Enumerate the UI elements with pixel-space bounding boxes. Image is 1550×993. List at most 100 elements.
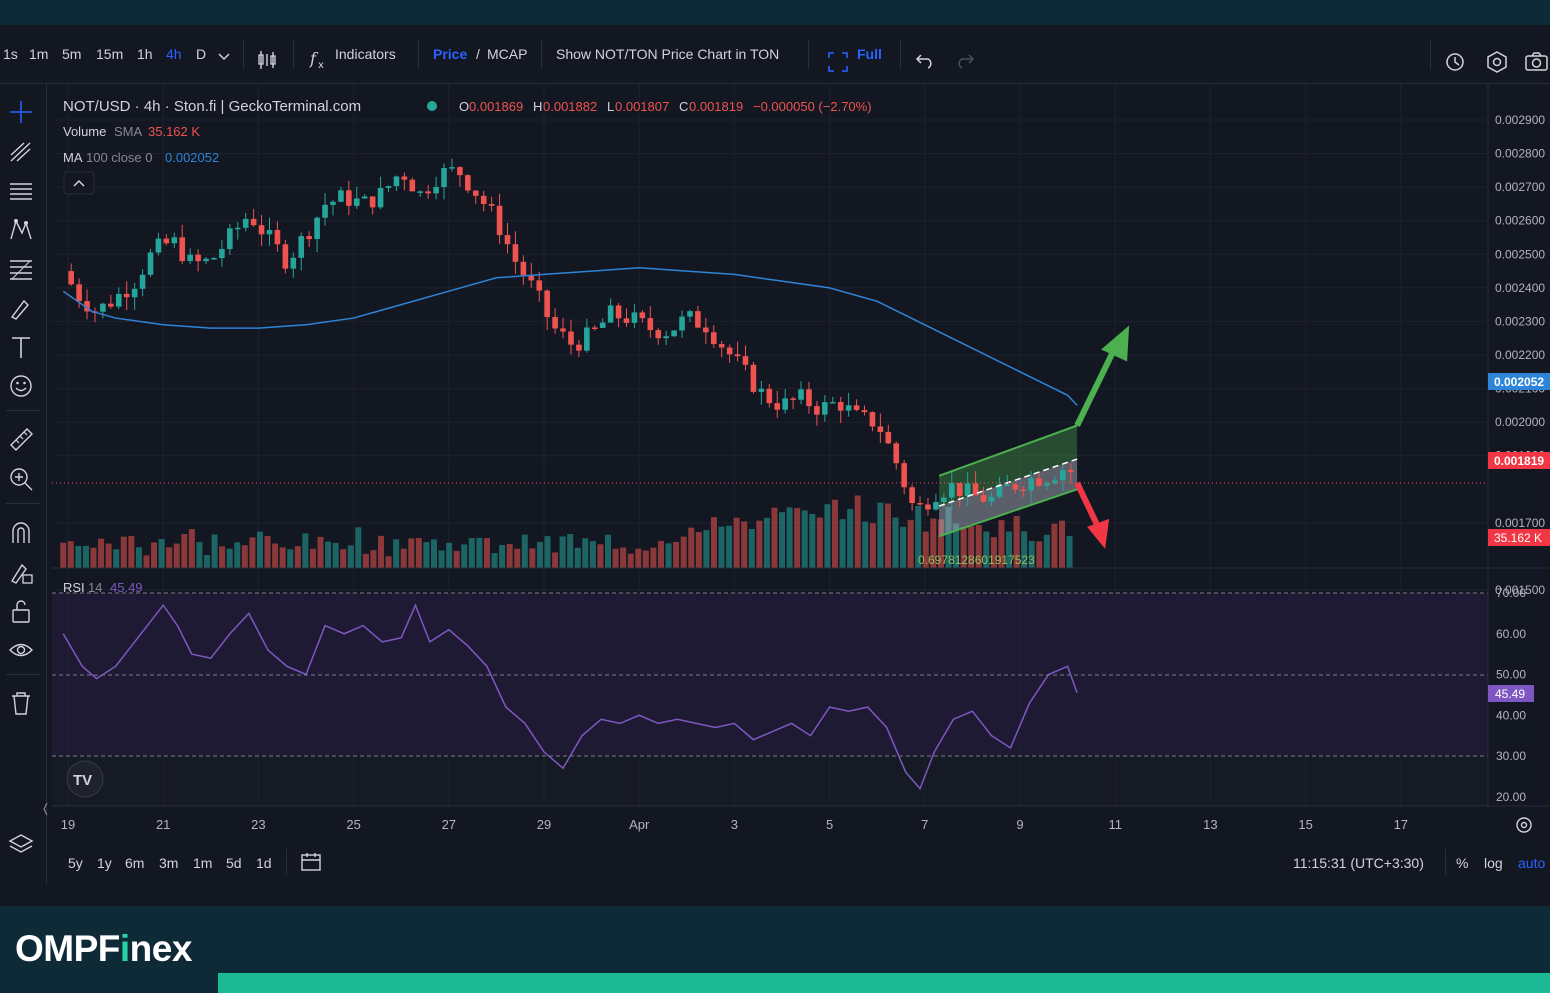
log-toggle[interactable]: log xyxy=(1484,855,1503,871)
tradingview-logo-icon[interactable] xyxy=(66,760,104,798)
range-1y[interactable]: 1y xyxy=(97,855,112,871)
candle-body xyxy=(203,258,209,262)
channel-ratio-label: 0.6978128601917523 xyxy=(918,553,1035,567)
candle-style-icon[interactable] xyxy=(256,49,278,71)
ma-params: 100 close 0 xyxy=(86,150,153,165)
zoom-in-icon[interactable] xyxy=(8,466,34,492)
interval-1s[interactable]: 1s xyxy=(3,46,18,62)
magnet-icon[interactable] xyxy=(8,519,34,545)
price-pane[interactable] xyxy=(52,84,1488,568)
candle-body xyxy=(909,487,915,503)
volume-bar xyxy=(824,504,831,568)
candle-body xyxy=(417,191,424,193)
interval-1h[interactable]: 1h xyxy=(137,46,153,62)
range-1m[interactable]: 1m xyxy=(193,855,213,871)
auto-toggle[interactable]: auto xyxy=(1518,855,1546,871)
channel-fill xyxy=(939,459,1078,537)
ohlc-l-value: 0.001807 xyxy=(615,99,669,114)
candle-body xyxy=(774,403,781,410)
volume-bar xyxy=(506,544,513,568)
ruler-icon[interactable] xyxy=(8,426,34,452)
indicators-button[interactable]: Indicators xyxy=(335,46,396,62)
emoji-icon[interactable] xyxy=(8,373,34,399)
horizontal-lines-icon[interactable] xyxy=(8,178,34,204)
chevron-down-icon[interactable] xyxy=(218,53,230,61)
volume-bar xyxy=(847,508,854,568)
show-ton-price-button[interactable]: Show NOT/TON Price Chart in TON xyxy=(556,46,780,62)
trash-icon[interactable] xyxy=(8,690,34,716)
volume-value: 35.162 K xyxy=(148,124,200,139)
chart-canvas[interactable]: 0.6978128601917523 0.0029000.0028000.002… xyxy=(0,25,1550,840)
percent-toggle[interactable]: % xyxy=(1456,855,1469,871)
price-tick-label: 0.002200 xyxy=(1495,348,1545,362)
footer-accent-bar xyxy=(218,973,1550,993)
candle-body xyxy=(520,261,527,276)
volume-bar xyxy=(1021,531,1028,568)
time-axis-settings-icon[interactable] xyxy=(1516,817,1532,833)
volume-bar xyxy=(113,549,120,568)
volume-bar xyxy=(1036,541,1043,568)
rsi-axis[interactable]: 70.00 60.00 50.00 40.00 30.00 20.00 xyxy=(1496,586,1526,804)
fib-icon[interactable] xyxy=(8,256,34,282)
trendline-icon[interactable] xyxy=(8,139,34,165)
range-5d[interactable]: 5d xyxy=(226,855,242,871)
range-5y[interactable]: 5y xyxy=(68,855,83,871)
volume-bar xyxy=(60,542,67,568)
interval-15m[interactable]: 15m xyxy=(96,46,124,62)
range-6m[interactable]: 6m xyxy=(125,855,145,871)
candle-body xyxy=(504,235,511,245)
brush-icon[interactable] xyxy=(8,295,34,321)
candle-body xyxy=(425,191,431,194)
volume-bar xyxy=(256,531,263,568)
price-toggle[interactable]: Price xyxy=(433,46,468,62)
volume-bar xyxy=(998,520,1005,568)
crosshair-icon[interactable] xyxy=(8,99,34,125)
candle-body xyxy=(1052,480,1058,484)
eye-icon[interactable] xyxy=(8,637,34,663)
volume-bar xyxy=(930,518,937,568)
time-axis[interactable]: 19 21 23 25 27 29 Apr 3 5 7 9 11 13 15 17 xyxy=(61,817,1408,832)
ma-price-badge xyxy=(1488,373,1550,390)
unlock-icon[interactable] xyxy=(8,598,34,624)
full-button[interactable]: Full xyxy=(857,46,882,62)
interval-4h[interactable]: 4h xyxy=(166,46,182,62)
alert-icon[interactable] xyxy=(1445,51,1467,73)
range-3m[interactable]: 3m xyxy=(159,855,179,871)
calendar-icon[interactable] xyxy=(300,851,322,873)
candle-body xyxy=(623,318,630,323)
bottom-divider xyxy=(286,849,287,875)
volume-bar xyxy=(968,526,975,568)
candle-body xyxy=(306,236,312,240)
volume-bar xyxy=(120,536,127,568)
collapse-legend-button[interactable] xyxy=(63,171,95,195)
range-1d[interactable]: 1d xyxy=(256,855,272,871)
candle-body xyxy=(933,502,939,510)
layers-icon[interactable] xyxy=(8,832,34,858)
text-icon[interactable] xyxy=(8,334,34,360)
collapse-toolbar-chevron-icon[interactable] xyxy=(43,802,48,816)
volume-bar xyxy=(378,535,385,568)
interval-1m[interactable]: 1m xyxy=(29,46,49,62)
pattern-icon[interactable] xyxy=(8,217,34,243)
redo-icon[interactable] xyxy=(955,53,975,69)
mcap-toggle[interactable]: MCAP xyxy=(487,46,528,62)
lock-drawings-icon[interactable] xyxy=(8,559,34,585)
rsi-label: RSI xyxy=(63,580,85,595)
interval-D[interactable]: D xyxy=(196,46,207,62)
interval-5m[interactable]: 5m xyxy=(62,46,82,62)
volume-bar xyxy=(665,543,672,568)
time-tick-label: 3 xyxy=(731,817,738,832)
camera-icon[interactable] xyxy=(1525,52,1549,72)
volume-bar xyxy=(1006,531,1013,568)
volume-bar xyxy=(922,531,929,568)
settings-icon[interactable] xyxy=(1486,51,1508,73)
candle-body xyxy=(814,406,820,415)
undo-icon[interactable] xyxy=(915,53,935,69)
last-price-badge-text: 0.001819 xyxy=(1494,454,1544,468)
fullscreen-icon[interactable] xyxy=(828,52,848,72)
candle-body xyxy=(393,176,400,187)
price-axis[interactable]: 0.002900 0.002800 0.002700 0.002600 0.002500… xyxy=(1495,113,1545,597)
tradingview-logo-text: TV xyxy=(73,772,92,789)
clock-time[interactable]: 11:15:31 (UTC+3:30) xyxy=(1293,855,1424,871)
